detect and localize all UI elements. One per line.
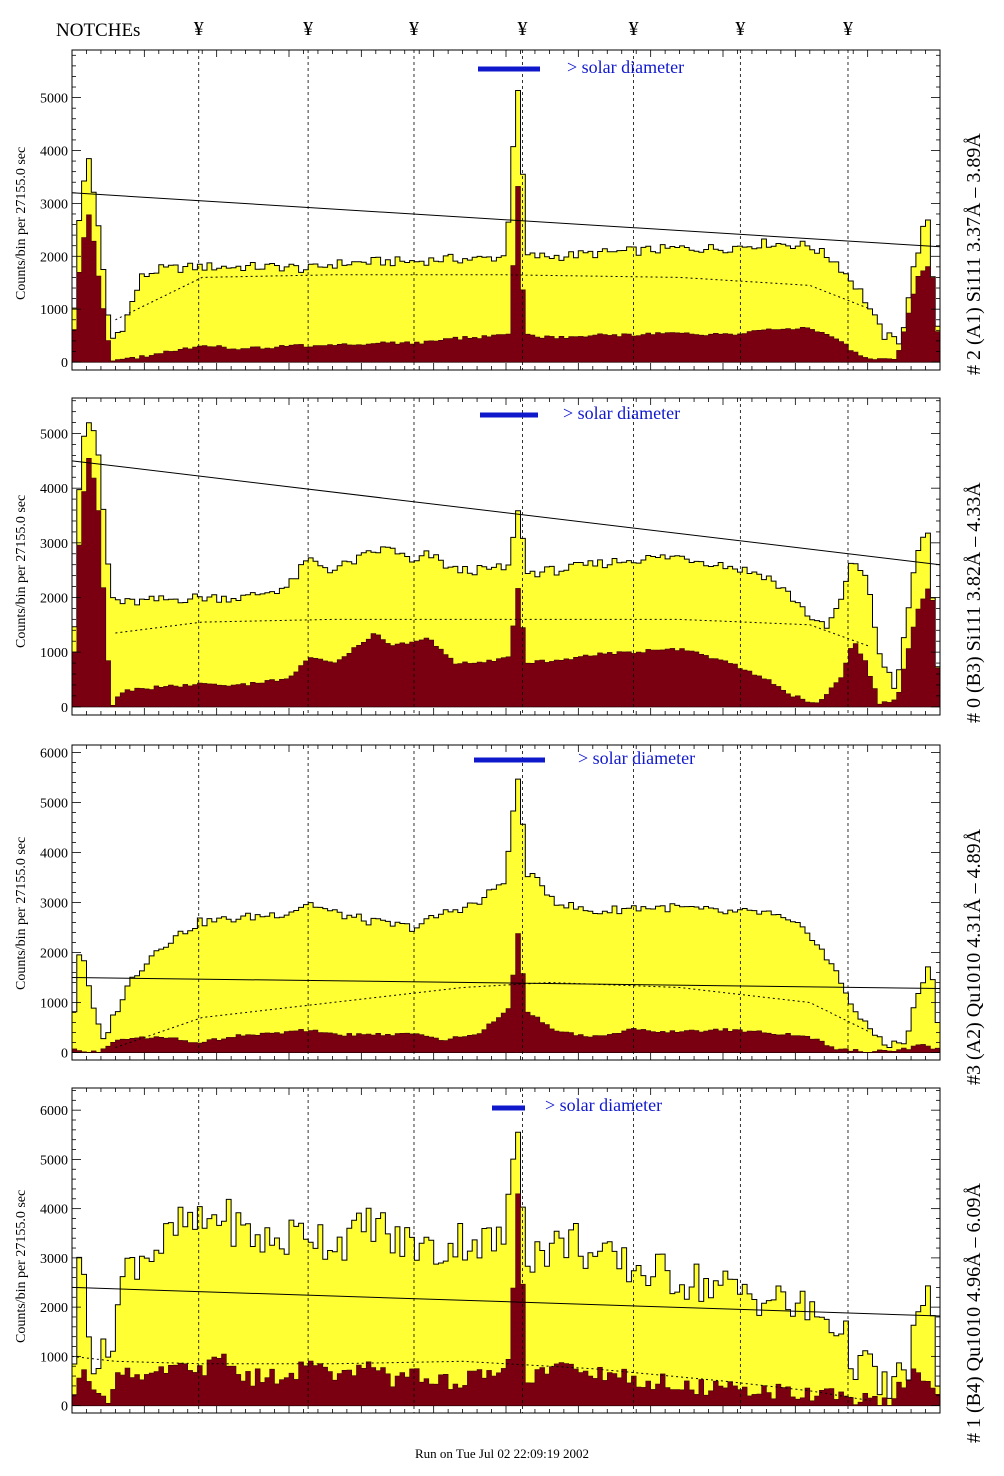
total-counts-area xyxy=(71,778,941,1053)
notch-marker: ¥ xyxy=(193,18,204,40)
signal-counts-area xyxy=(71,458,941,708)
chart-panel-b3: 0 1000 2000 3000 4000 5000 xyxy=(40,397,941,716)
y-tick-label: 4000 xyxy=(40,482,68,497)
y-axis-label: Counts/bin per 27155.0 sec xyxy=(14,1189,29,1343)
trend-line xyxy=(71,192,941,248)
model-dotted-curve xyxy=(71,1355,871,1402)
trend-line xyxy=(71,460,941,566)
y-tick-label: 3000 xyxy=(40,197,68,212)
y-tick-label: 6000 xyxy=(40,1104,68,1119)
panel-title-label: # 2 (A1) Si111 3.37Å – 3.89Å xyxy=(963,133,985,375)
solar-diameter-label: > solar diameter xyxy=(578,748,696,768)
y-tick-label: 2000 xyxy=(40,947,68,962)
y-tick-label: 3000 xyxy=(40,537,68,552)
y-tick-label: 0 xyxy=(61,356,68,371)
chart-panel-b4: 0 1000 2000 3000 4000 5000 6000 xyxy=(40,1087,941,1415)
total-counts-area xyxy=(71,422,941,708)
notch-marker: ¥ xyxy=(517,18,528,40)
y-tick-label: 6000 xyxy=(40,747,68,762)
notch-header: NOTCHEs ¥ ¥ ¥ ¥ ¥ ¥ ¥ xyxy=(0,0,1004,50)
y-tick-label: 1000 xyxy=(40,997,68,1012)
y-tick-label: 5000 xyxy=(40,428,68,443)
panel-b4: 0 1000 2000 3000 4000 5000 6000 Counts/bin per… xyxy=(0,1083,1004,1443)
y-tick-label: 5000 xyxy=(40,1153,68,1168)
y-tick-label: 2000 xyxy=(40,591,68,606)
run-timestamp: Run on Tue Jul 02 22:09:19 2002 xyxy=(414,1446,590,1461)
panel-title-label: #3 (A2) Qu1010 4.31Å – 4.89Å xyxy=(963,828,985,1085)
model-dotted-curve xyxy=(115,981,871,1048)
notch-marker: ¥ xyxy=(735,18,746,40)
total-counts-area xyxy=(71,90,941,363)
solar-diameter-label: > solar diameter xyxy=(563,403,681,423)
notch-marker: ¥ xyxy=(303,18,314,40)
panel-b3: 0 1000 2000 3000 4000 5000 Counts/bin per 271… xyxy=(0,393,1004,743)
y-tick-label: 2000 xyxy=(40,1301,68,1316)
notch-marker: ¥ xyxy=(408,18,419,40)
y-tick-label: 3000 xyxy=(40,1252,68,1267)
y-tick-label: 1000 xyxy=(40,646,68,661)
panel-a2: 0 1000 2000 3000 4000 5000 6000 Counts/bin per… xyxy=(0,740,1004,1085)
y-tick-label: 0 xyxy=(61,701,68,716)
y-tick-label: 4000 xyxy=(40,1203,68,1218)
y-tick-label: 4000 xyxy=(40,144,68,159)
notch-marker: ¥ xyxy=(842,18,853,40)
panel-a1: 0 1000 2000 3000 4000 5000 Counts/bin per 271… xyxy=(0,45,1004,395)
notch-marker: ¥ xyxy=(628,18,639,40)
y-tick-label: 5000 xyxy=(40,92,68,107)
signal-counts-area xyxy=(71,933,941,1053)
y-tick-label: 0 xyxy=(61,1047,68,1062)
y-tick-label: 2000 xyxy=(40,250,68,265)
y-tick-label: 4000 xyxy=(40,847,68,862)
y-tick-label: 0 xyxy=(61,1400,68,1415)
trend-line xyxy=(71,977,941,989)
y-tick-label: 3000 xyxy=(40,897,68,912)
y-tick-label: 1000 xyxy=(40,1350,68,1365)
solar-diameter-label: > solar diameter xyxy=(545,1095,663,1115)
y-tick-label: 1000 xyxy=(40,303,68,318)
total-counts-area xyxy=(71,1131,941,1407)
y-axis-label: Counts/bin per 27155.0 sec xyxy=(14,146,29,300)
panel-title-label: # 0 (B3) Si111 3.82Å – 4.33Å xyxy=(963,482,985,723)
solar-diameter-label: > solar diameter xyxy=(567,57,685,77)
model-dotted-curve xyxy=(115,274,871,321)
chart-panel-a1: 0 1000 2000 3000 4000 5000 xyxy=(40,49,941,371)
signal-counts-area xyxy=(71,186,941,363)
trend-line xyxy=(71,1286,941,1317)
notches-label: NOTCHEs xyxy=(56,20,141,41)
y-axis-label: Counts/bin per 27155.0 sec xyxy=(14,494,29,648)
signal-counts-area xyxy=(71,1193,941,1406)
panel-title-label: # 1 (B4) Qu1010 4.96Å – 6.09Å xyxy=(963,1183,985,1443)
y-axis-label: Counts/bin per 27155.0 sec xyxy=(14,836,29,990)
y-tick-label: 5000 xyxy=(40,797,68,812)
model-dotted-curve xyxy=(115,618,871,648)
chart-panel-a2: 0 1000 2000 3000 4000 5000 6000 xyxy=(40,744,941,1062)
